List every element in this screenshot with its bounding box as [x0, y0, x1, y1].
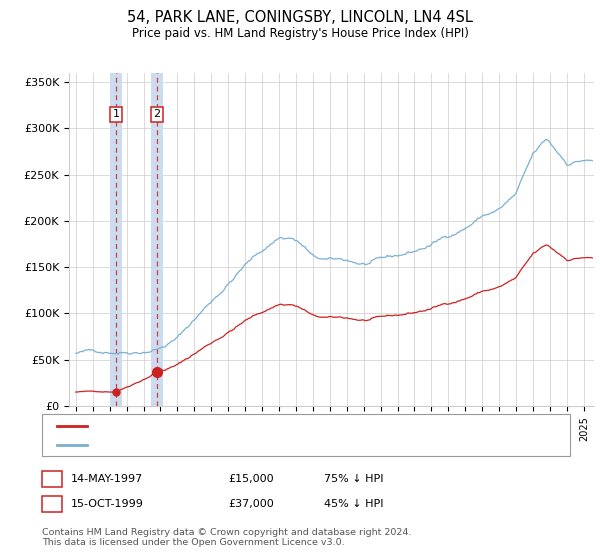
Text: 15-OCT-1999: 15-OCT-1999 [71, 499, 143, 509]
Text: 1: 1 [112, 109, 119, 119]
Text: Contains HM Land Registry data © Crown copyright and database right 2024.
This d: Contains HM Land Registry data © Crown c… [42, 528, 412, 547]
Text: £37,000: £37,000 [228, 499, 274, 509]
Bar [151, 73, 163, 406]
Text: HPI: Average price, detached house, East Lindsey: HPI: Average price, detached house, East… [96, 440, 355, 450]
Text: 14-MAY-1997: 14-MAY-1997 [71, 474, 143, 484]
Text: £15,000: £15,000 [228, 474, 274, 484]
Text: 1: 1 [49, 474, 55, 484]
Text: 54, PARK LANE, CONINGSBY, LINCOLN, LN4 4SL (detached house): 54, PARK LANE, CONINGSBY, LINCOLN, LN4 4… [96, 421, 437, 431]
Text: 75% ↓ HPI: 75% ↓ HPI [324, 474, 383, 484]
Text: 2: 2 [154, 109, 160, 119]
Text: 2: 2 [49, 499, 55, 509]
Bar [110, 73, 122, 406]
Text: Price paid vs. HM Land Registry's House Price Index (HPI): Price paid vs. HM Land Registry's House … [131, 27, 469, 40]
Text: 45% ↓ HPI: 45% ↓ HPI [324, 499, 383, 509]
Text: 54, PARK LANE, CONINGSBY, LINCOLN, LN4 4SL: 54, PARK LANE, CONINGSBY, LINCOLN, LN4 4… [127, 10, 473, 25]
